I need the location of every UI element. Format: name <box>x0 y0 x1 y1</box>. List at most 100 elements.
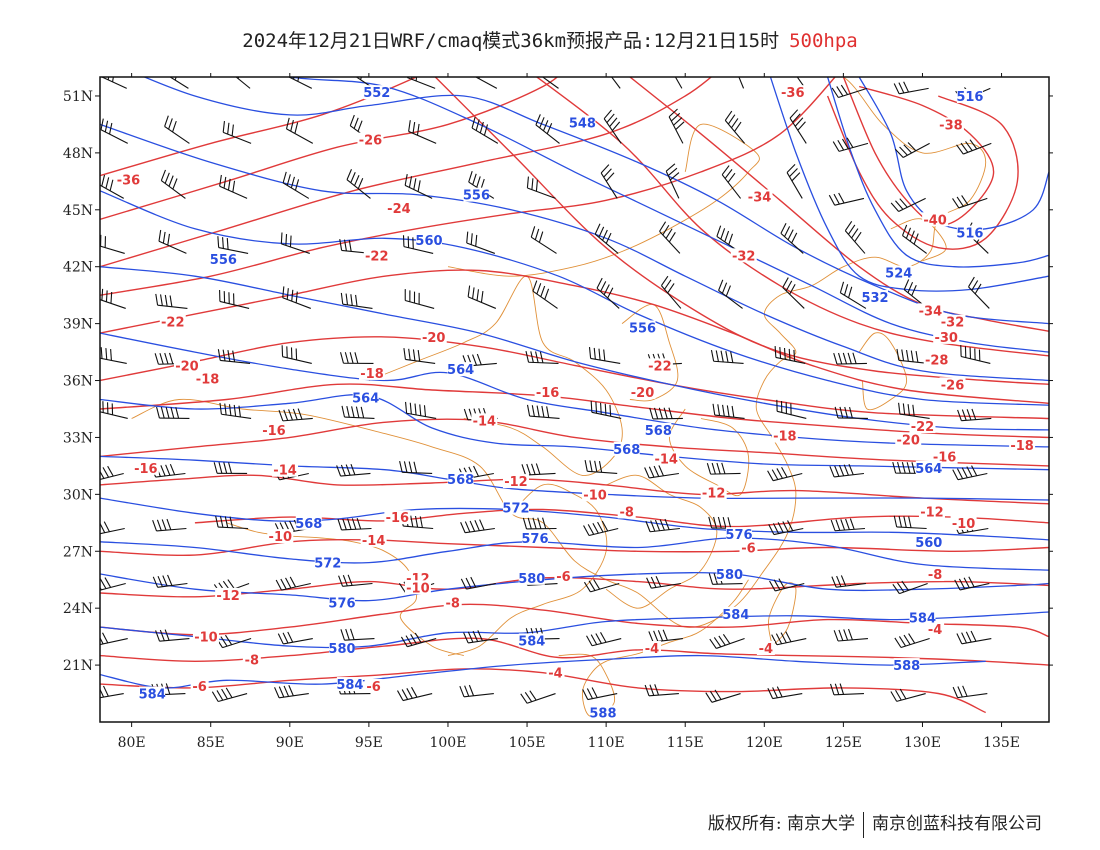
temperature-label: -16 <box>132 460 159 477</box>
wind-barb <box>399 461 433 475</box>
wind-barb <box>956 139 992 155</box>
wind-barb <box>287 77 313 89</box>
wind-barb <box>768 520 804 536</box>
temperature-label: -28 <box>923 352 950 369</box>
height-label: 556 <box>210 252 237 268</box>
temperature-contour <box>100 336 1049 420</box>
wind-barb <box>893 81 929 95</box>
wind-barb <box>155 629 190 642</box>
wind-barb <box>769 578 805 592</box>
wind-barb <box>274 685 309 699</box>
wind-barb <box>892 580 928 595</box>
wind-barb <box>337 517 372 531</box>
wind-barb <box>894 142 930 159</box>
temperature-contour <box>100 77 418 177</box>
boundary-line <box>447 483 608 657</box>
wind-barb <box>213 462 248 475</box>
height-label: 568 <box>295 515 322 532</box>
wind-barb <box>215 634 252 649</box>
svg-text:-10: -10 <box>952 517 976 532</box>
wind-barb <box>160 169 186 199</box>
svg-text:552: 552 <box>363 86 390 101</box>
temperature-label: -10 <box>950 515 977 532</box>
wind-barb <box>738 77 745 89</box>
svg-text:-20: -20 <box>896 433 920 448</box>
wind-barb <box>583 520 619 537</box>
temperature-label: -14 <box>653 451 680 467</box>
height-contour <box>100 332 1049 448</box>
svg-text:556: 556 <box>629 321 656 336</box>
svg-text:-10: -10 <box>406 581 430 596</box>
svg-text:-10: -10 <box>194 631 218 646</box>
lon-tick-label: 130E <box>904 735 941 751</box>
height-contour <box>100 611 1049 649</box>
svg-text:-6: -6 <box>366 680 380 695</box>
temperature-label: -22 <box>909 419 936 435</box>
wind-barb <box>831 84 868 99</box>
copyright-owner-2: 南京创蓝科技有限公司 <box>872 814 1042 834</box>
wind-barb <box>404 174 433 199</box>
contour-labels: -36-38-26-36-24-34-40-22 -32-22-20-20-18-… <box>115 85 1036 722</box>
svg-text:-20: -20 <box>422 331 446 346</box>
height-label: 568 <box>613 441 640 458</box>
temperature-label: -10 <box>404 580 431 596</box>
wind-barb <box>285 117 314 144</box>
wind-barb <box>100 401 128 420</box>
svg-text:-32: -32 <box>941 316 965 331</box>
temperature-label: -8 <box>617 504 636 520</box>
temperature-label: -6 <box>554 568 573 585</box>
height-label: 584 <box>909 610 936 627</box>
height-contour <box>142 77 1049 325</box>
lon-tick-label: 115E <box>667 735 704 751</box>
wind-barb <box>898 402 930 420</box>
title-text: 2024年12月21日WRF/cmaq模式36km预报产品:12月21日15时 <box>242 30 780 52</box>
wind-barb <box>782 277 805 309</box>
wind-barb <box>340 292 373 309</box>
temperature-label: -34 <box>746 189 773 206</box>
wind-barb <box>235 77 251 89</box>
svg-text:-22: -22 <box>161 316 185 331</box>
svg-text:-16: -16 <box>134 462 158 477</box>
wind-barb <box>596 277 620 309</box>
wind-barb <box>164 115 190 144</box>
lat-tick-label: 45N <box>63 203 93 219</box>
wind-barb <box>844 220 866 254</box>
wind-barb <box>530 226 557 254</box>
svg-text:572: 572 <box>502 502 529 517</box>
wind-barb <box>525 351 559 365</box>
svg-text:-22: -22 <box>365 249 389 264</box>
svg-text:-12: -12 <box>216 589 240 604</box>
svg-text:-16: -16 <box>536 386 560 401</box>
temperature-label: -12 <box>700 485 727 501</box>
svg-text:572: 572 <box>314 557 341 572</box>
wind-barb <box>890 688 926 702</box>
wind-barb <box>831 575 867 588</box>
svg-text:-36: -36 <box>781 86 805 101</box>
lat-tick-label: 27N <box>63 544 93 560</box>
height-label: 576 <box>521 530 549 547</box>
wind-barb <box>278 408 313 422</box>
svg-text:-18: -18 <box>360 367 384 382</box>
height-contour <box>100 572 1049 602</box>
lat-tick-label: 48N <box>63 146 93 162</box>
wind-barb <box>340 628 375 641</box>
svg-text:588: 588 <box>589 707 616 722</box>
temperature-label: -12 <box>918 504 945 520</box>
lon-tick-label: 125E <box>825 735 862 751</box>
wind-barb <box>709 633 745 649</box>
copyright-divider <box>863 811 864 838</box>
svg-text:576: 576 <box>521 532 548 547</box>
wind-barb <box>336 463 371 477</box>
temperature-contour <box>100 77 713 268</box>
height-label: 588 <box>589 705 617 722</box>
temperature-label: -20 <box>173 358 200 374</box>
wind-barb <box>839 281 867 309</box>
svg-text:-16: -16 <box>386 511 410 526</box>
lat-tick-label: 42N <box>63 260 93 276</box>
wind-barb <box>721 165 742 199</box>
height-label: 584 <box>518 633 545 649</box>
svg-text:-36: -36 <box>117 173 141 188</box>
wind-barb <box>767 686 803 700</box>
temperature-contour <box>100 77 836 296</box>
